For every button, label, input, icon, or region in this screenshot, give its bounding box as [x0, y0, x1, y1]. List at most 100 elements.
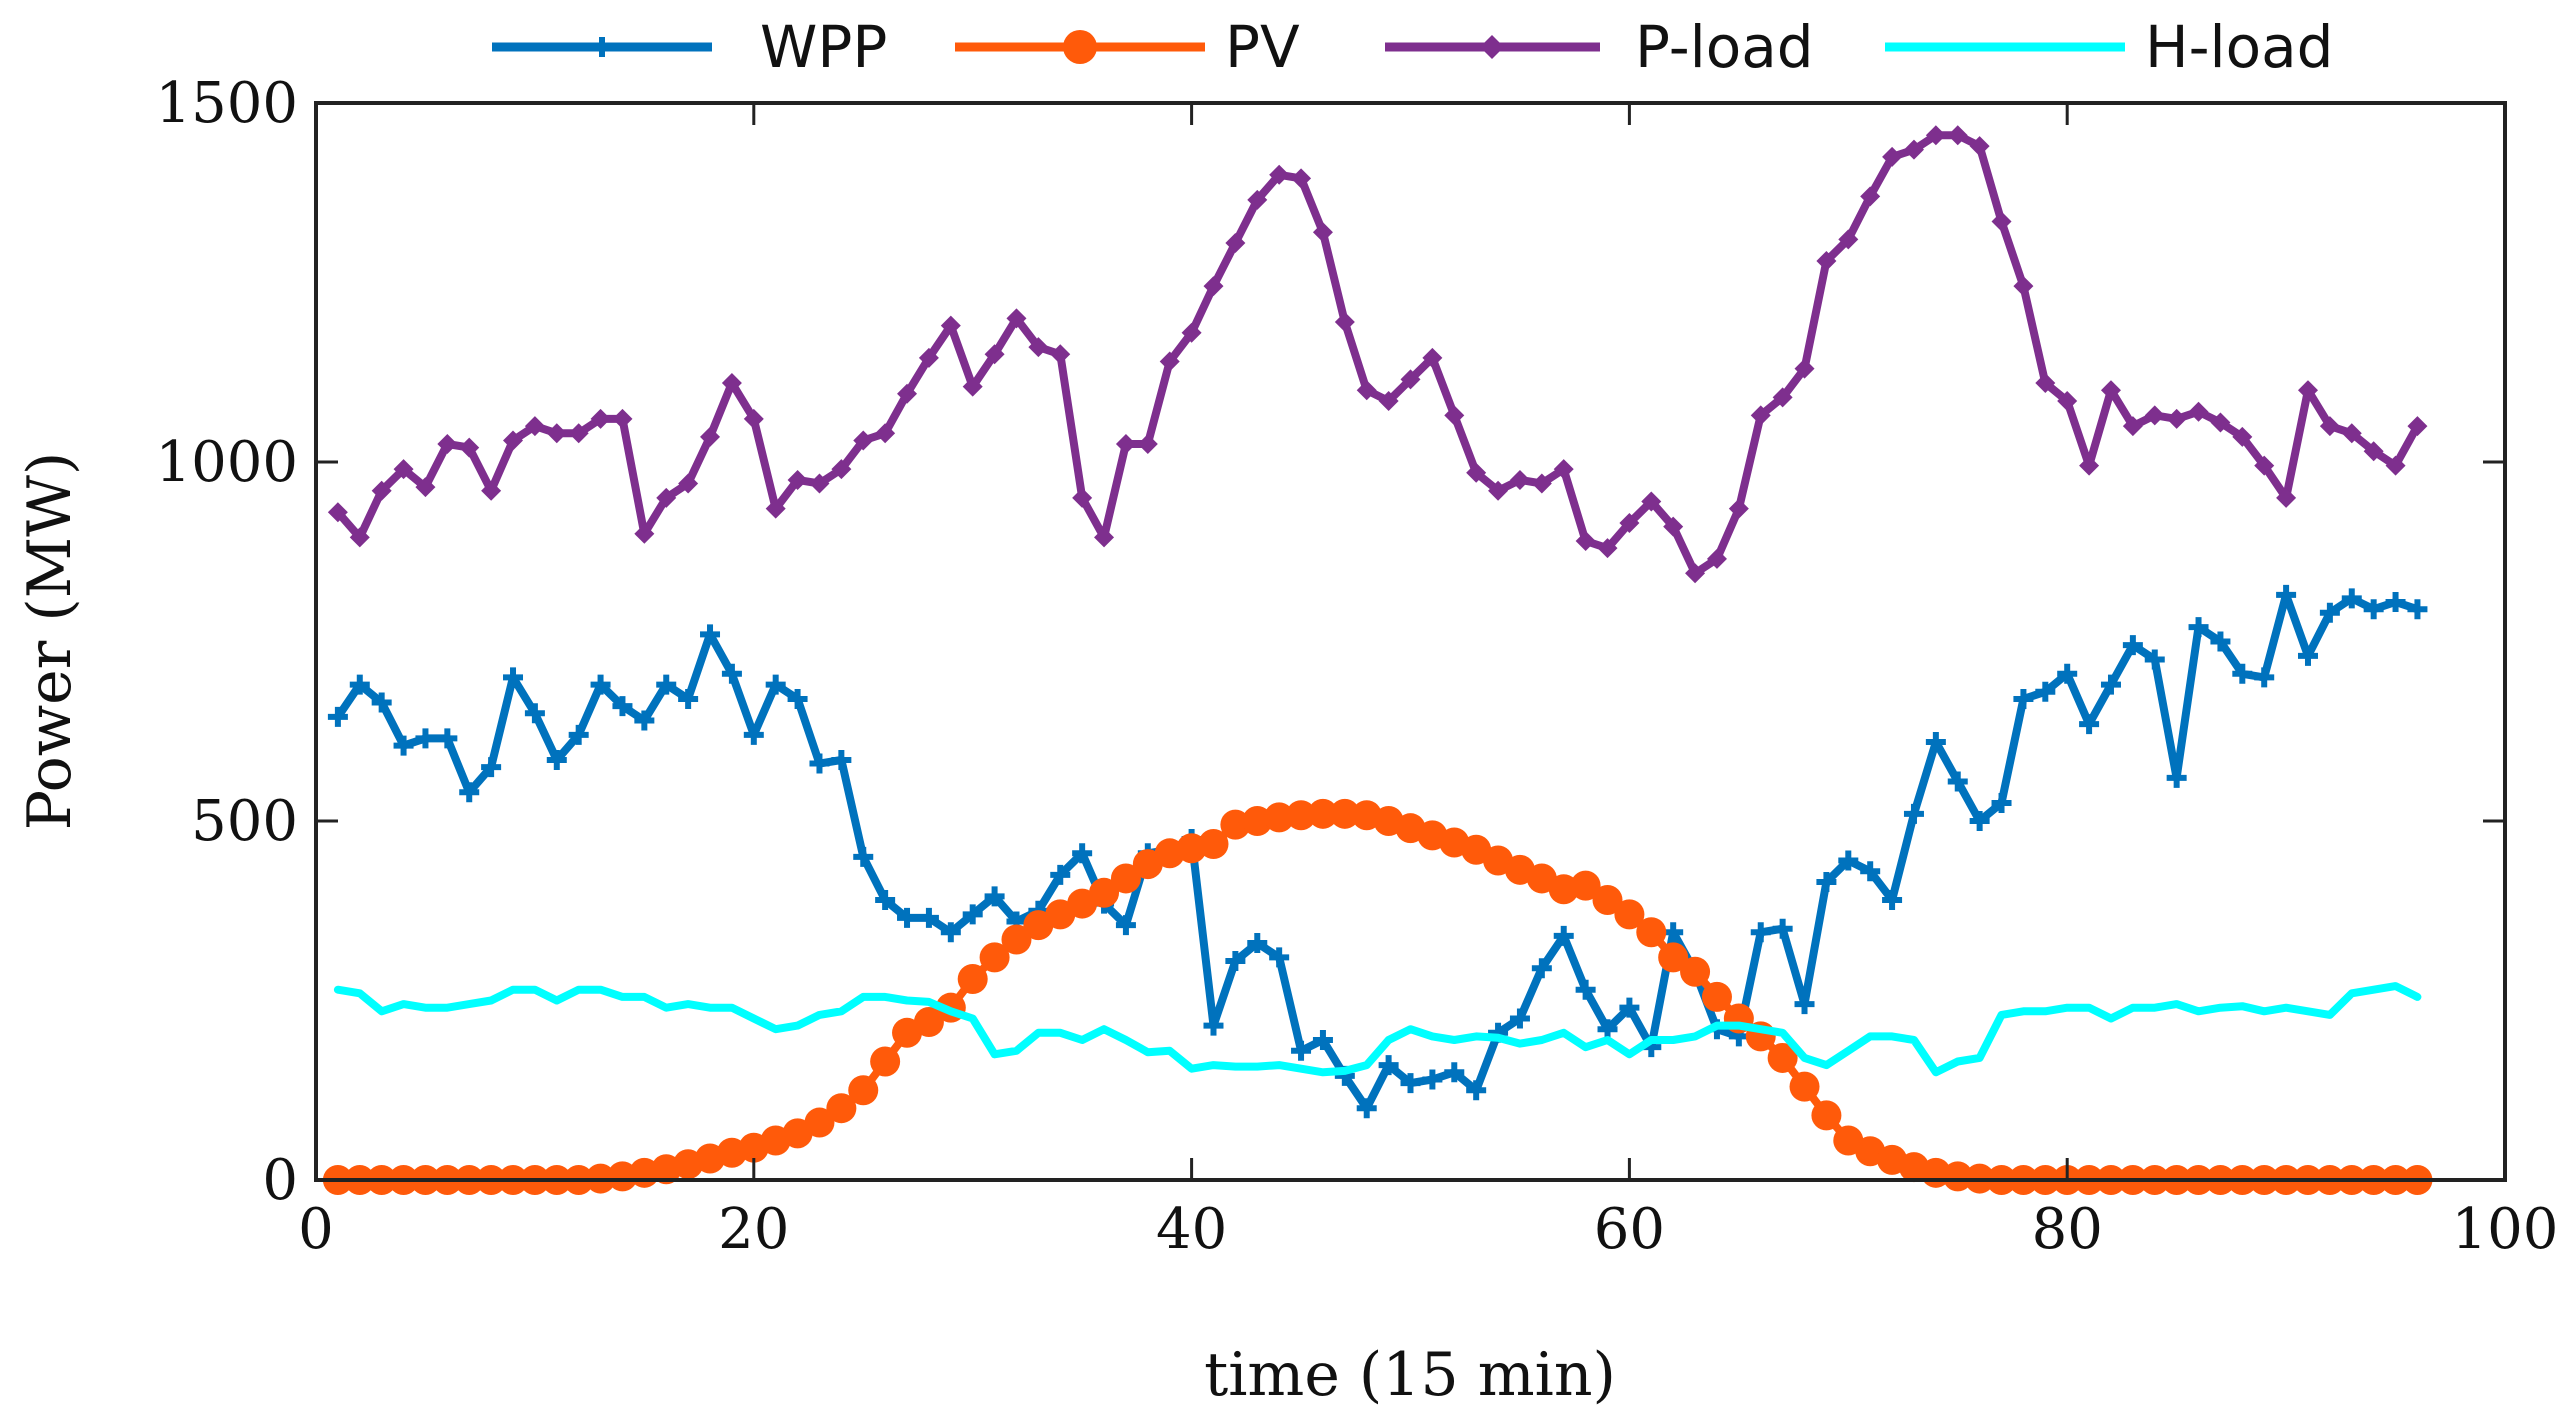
data-point-wpp	[1466, 1080, 1487, 1101]
data-point-p-load	[1028, 337, 1049, 358]
data-point-p-load	[2188, 401, 2209, 422]
data-point-wpp	[765, 674, 786, 695]
data-point-p-load	[2363, 441, 2384, 462]
data-point-pv	[1570, 870, 1601, 901]
data-point-p-load	[1247, 189, 1268, 210]
series-line-h-load	[333, 982, 2422, 1077]
data-point-pv	[957, 963, 988, 994]
data-point-wpp	[1553, 925, 1574, 946]
data-point-wpp	[1422, 1069, 1443, 1090]
data-point-wpp	[787, 688, 808, 709]
y-axis-label: Power (MW)	[15, 452, 85, 831]
data-point-wpp	[1400, 1073, 1421, 1094]
data-point-wpp	[984, 886, 1005, 907]
legend-label-pv: PV	[1225, 13, 1300, 81]
series-pv	[322, 798, 2433, 1195]
data-point-wpp	[2079, 714, 2100, 735]
data-point-p-load	[1006, 308, 1027, 329]
data-point-p-load	[1356, 380, 1377, 401]
data-point-p-load	[524, 416, 545, 437]
data-point-wpp	[1947, 771, 1968, 792]
x-tick-label: 80	[2032, 1197, 2103, 1262]
x-tick-label: 0	[298, 1197, 334, 1262]
data-point-p-load	[1531, 473, 1552, 494]
data-point-p-load	[1903, 139, 1924, 160]
data-point-wpp	[1050, 864, 1071, 885]
data-point-p-load	[1728, 498, 1749, 519]
data-point-p-load	[1203, 276, 1224, 297]
legend-item-wpp: WPP	[492, 13, 887, 81]
data-point-wpp	[393, 735, 414, 756]
data-point-pv	[1110, 863, 1141, 894]
data-point-wpp	[831, 749, 852, 770]
data-point-p-load	[1334, 311, 1355, 332]
data-point-wpp	[1750, 922, 1771, 943]
data-point-wpp	[1663, 922, 1684, 943]
data-point-wpp	[940, 922, 961, 943]
y-tick-label: 1500	[155, 71, 298, 136]
data-point-p-load	[1269, 164, 1290, 185]
data-point-wpp	[875, 889, 896, 910]
data-point-p-load	[875, 423, 896, 444]
data-point-pv	[913, 1007, 944, 1038]
legend-item-p-load: P-load	[1385, 13, 1814, 81]
data-point-p-load	[1575, 530, 1596, 551]
data-point-wpp	[2407, 599, 2428, 620]
data-point-pv	[1001, 924, 1032, 955]
data-point-p-load	[437, 434, 458, 455]
data-point-pv	[1636, 917, 1667, 948]
x-axis-label: time (15 min)	[1204, 1340, 1616, 1410]
data-point-wpp	[1225, 951, 1246, 972]
data-point-wpp	[2100, 674, 2121, 695]
legend: WPP PV P-load H-load	[492, 13, 2334, 81]
data-point-p-load	[1794, 358, 1815, 379]
data-point-p-load	[349, 527, 370, 548]
data-point-pv	[1811, 1100, 1842, 1131]
data-point-p-load	[1685, 563, 1706, 584]
data-point-wpp	[568, 724, 589, 745]
legend-marker-wpp	[592, 37, 612, 57]
data-point-wpp	[634, 710, 655, 731]
data-point-wpp	[1575, 979, 1596, 1000]
data-point-wpp	[2035, 681, 2056, 702]
data-point-p-load	[1860, 186, 1881, 207]
data-point-wpp	[437, 728, 458, 749]
y-tick-label: 0	[262, 1148, 298, 1213]
data-point-wpp	[2254, 667, 2275, 688]
data-point-p-load	[415, 477, 436, 498]
data-point-p-load	[984, 344, 1005, 365]
data-point-wpp	[962, 904, 983, 925]
data-point-pv	[804, 1107, 835, 1138]
data-point-wpp	[809, 753, 830, 774]
data-point-wpp	[459, 782, 480, 803]
data-point-p-load	[1137, 434, 1158, 455]
data-point-wpp	[2144, 649, 2165, 670]
series-h-load	[333, 982, 2422, 1077]
data-point-wpp	[1531, 958, 1552, 979]
data-point-wpp	[721, 663, 742, 684]
data-point-wpp	[1509, 1008, 1530, 1029]
data-point-wpp	[853, 846, 874, 867]
data-point-p-load	[1378, 390, 1399, 411]
data-point-p-load	[678, 473, 699, 494]
data-point-p-load	[1509, 469, 1530, 490]
data-point-wpp	[2385, 592, 2406, 613]
data-point-wpp	[481, 757, 502, 778]
data-point-wpp	[1203, 1015, 1224, 1036]
data-point-p-load	[809, 473, 830, 494]
data-point-p-load	[2122, 416, 2143, 437]
plot-area-frame	[314, 101, 2507, 1182]
data-point-wpp	[2210, 631, 2231, 652]
x-tick-label: 20	[718, 1197, 789, 1262]
data-point-p-load	[2035, 373, 2056, 394]
data-point-wpp	[1772, 918, 1793, 939]
data-point-p-load	[2297, 380, 2318, 401]
y-tick-label: 500	[191, 789, 298, 854]
data-point-wpp	[1969, 811, 1990, 831]
data-point-p-load	[1422, 347, 1443, 368]
data-point-pv	[1701, 981, 1732, 1012]
data-point-p-load	[546, 423, 567, 444]
data-point-p-load	[1400, 369, 1421, 390]
data-point-p-load	[1838, 229, 1859, 250]
